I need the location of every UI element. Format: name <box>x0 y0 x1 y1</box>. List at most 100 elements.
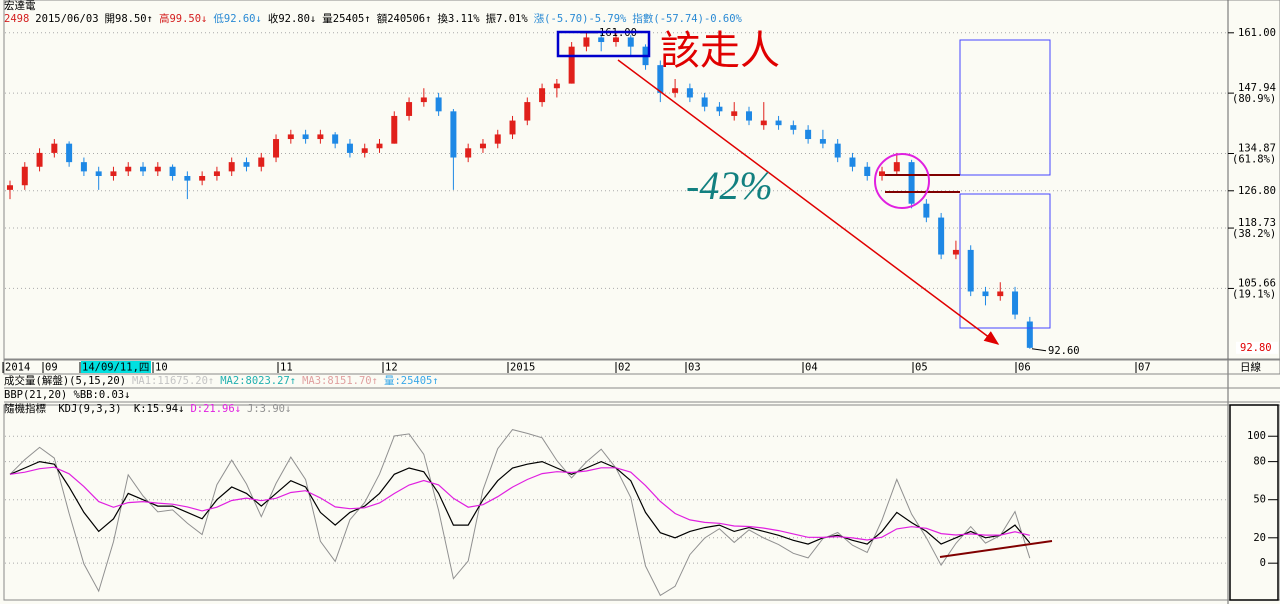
candle-body <box>701 97 708 107</box>
candle-body <box>332 134 339 144</box>
candle-body <box>317 134 324 140</box>
y-tick-label: 147.94 <box>1238 82 1276 94</box>
candle-body <box>775 120 782 126</box>
candle-body <box>169 166 176 176</box>
candle-body <box>125 166 132 172</box>
candle-body <box>967 249 974 292</box>
candle-body <box>110 171 117 176</box>
drop-annotation: -42% <box>686 163 773 208</box>
kdj-params: KDJ(9,3,3) <box>58 403 122 415</box>
candle-body <box>849 157 856 167</box>
quote-item: 開98.50↑ <box>104 13 153 25</box>
candle-body <box>66 143 73 163</box>
date-highlight <box>81 361 151 373</box>
quote-item: 量25405↑ <box>322 13 371 25</box>
trend-arrow <box>617 59 1000 345</box>
candle-body <box>450 111 457 158</box>
candle-body <box>672 88 679 93</box>
candle-body <box>893 162 900 172</box>
indicator-item: MA2:8023.27↑ <box>220 375 297 387</box>
projection-box <box>959 193 1051 329</box>
candle-body <box>598 37 605 43</box>
low-label: 92.60 <box>1048 345 1080 357</box>
candle-body <box>435 97 442 112</box>
y-tick-label: 20 <box>1253 532 1266 544</box>
drawing-layer: 161.00 147.94(80.9%) 134.87(61.8%) 126.80 11… <box>2 27 1278 597</box>
x-tick-label: 02 <box>618 362 631 374</box>
quote-item: 指數(-57.74)-0.60% <box>632 13 742 25</box>
candle-body <box>997 291 1004 297</box>
candle-body <box>746 111 752 121</box>
candle-body <box>228 162 235 172</box>
x-tick-label: 2015 <box>510 362 535 374</box>
x-tick-label: 03 <box>688 362 701 374</box>
x-tick-label: 12 <box>385 362 398 374</box>
kdj-trend-line <box>939 540 1053 558</box>
candle-body <box>952 249 959 255</box>
legend-entry: K:15.94↓ <box>133 403 185 415</box>
candle-body <box>51 143 58 153</box>
candle-body <box>1026 321 1033 348</box>
candle-body <box>302 134 309 140</box>
candle-body <box>908 162 915 204</box>
y-tick-label: 118.73 <box>1238 217 1276 229</box>
candle-body <box>376 143 383 149</box>
x-tick-label: 10 <box>155 362 168 374</box>
candle-body <box>391 115 398 144</box>
legend-entry: D:21.96↓ <box>190 403 242 415</box>
candle-body <box>834 143 841 158</box>
last-price-box <box>1236 341 1278 354</box>
x-tick-label: 11 <box>280 362 293 374</box>
candle-body <box>568 46 575 84</box>
candle-body <box>420 97 427 103</box>
indicator-item: BBP(21,20) %BB:0.03↓ <box>4 389 131 401</box>
volume-row: 成交量(解盤)(5,15,20) MA1:11675.20↑ MA2:8023.27… <box>4 375 445 388</box>
quote-item: 2015/06/03 <box>35 13 99 25</box>
y-tick-label: 134.87 <box>1238 143 1276 155</box>
candle-body <box>716 106 723 112</box>
quote-item: 振7.01% <box>485 13 528 25</box>
kdj-panel-frame <box>3 404 1280 601</box>
candle-body <box>553 83 560 89</box>
title-row: 宏達電 <box>4 0 42 13</box>
candle-body <box>1012 291 1019 315</box>
candle-body <box>657 65 664 93</box>
quote-item: 漲(-5.70)-5.79% <box>533 13 627 25</box>
kdj-line <box>9 466 1030 541</box>
x-tick-label: 04 <box>805 362 818 374</box>
y-tick-label: 126.80 <box>1238 185 1276 197</box>
candle-body <box>184 175 191 181</box>
indicator-item: MA3:8151.70↑ <box>302 375 378 387</box>
exit-annotation: 該走人 <box>660 28 780 74</box>
x-tick-label: 14/09/11,四 <box>82 362 149 374</box>
candle-body <box>583 37 590 47</box>
candle-body <box>819 139 826 144</box>
kdj-axis-frame <box>1229 404 1279 601</box>
candle-body <box>864 166 871 176</box>
y-tick-sublabel: (80.9%) <box>1232 93 1276 105</box>
kdj-row: 隨機指標 KDJ(9,3,3) K:15.94↓ D:21.96↓ J:3.90↓ <box>4 403 297 416</box>
projection-box <box>959 39 1051 176</box>
top-box <box>556 30 651 58</box>
quote-item: 低92.60↓ <box>213 13 262 25</box>
quote-item: 高99.50↓ <box>158 13 208 25</box>
candle-body <box>627 37 634 47</box>
candle-body <box>36 152 43 167</box>
price-panel-frame <box>3 0 1280 360</box>
y-tick-label: 105.66 <box>1238 277 1276 289</box>
candle-body <box>731 111 738 116</box>
y-tick-label: 100 <box>1247 430 1266 442</box>
candle-body <box>509 120 516 135</box>
y-tick-sublabel: (61.8%) <box>1232 154 1276 166</box>
x-tick-label: 09 <box>45 362 58 374</box>
candle-body <box>154 166 161 172</box>
quote-item: 換3.11% <box>437 13 480 25</box>
candle-body <box>361 148 368 153</box>
x-tick-label: 05 <box>915 362 928 374</box>
legend-entry: J:3.90↓ <box>247 403 292 415</box>
candle-body <box>494 134 501 144</box>
candle-body <box>95 171 102 176</box>
kdj-line <box>9 429 1031 597</box>
candle-body <box>406 102 413 116</box>
